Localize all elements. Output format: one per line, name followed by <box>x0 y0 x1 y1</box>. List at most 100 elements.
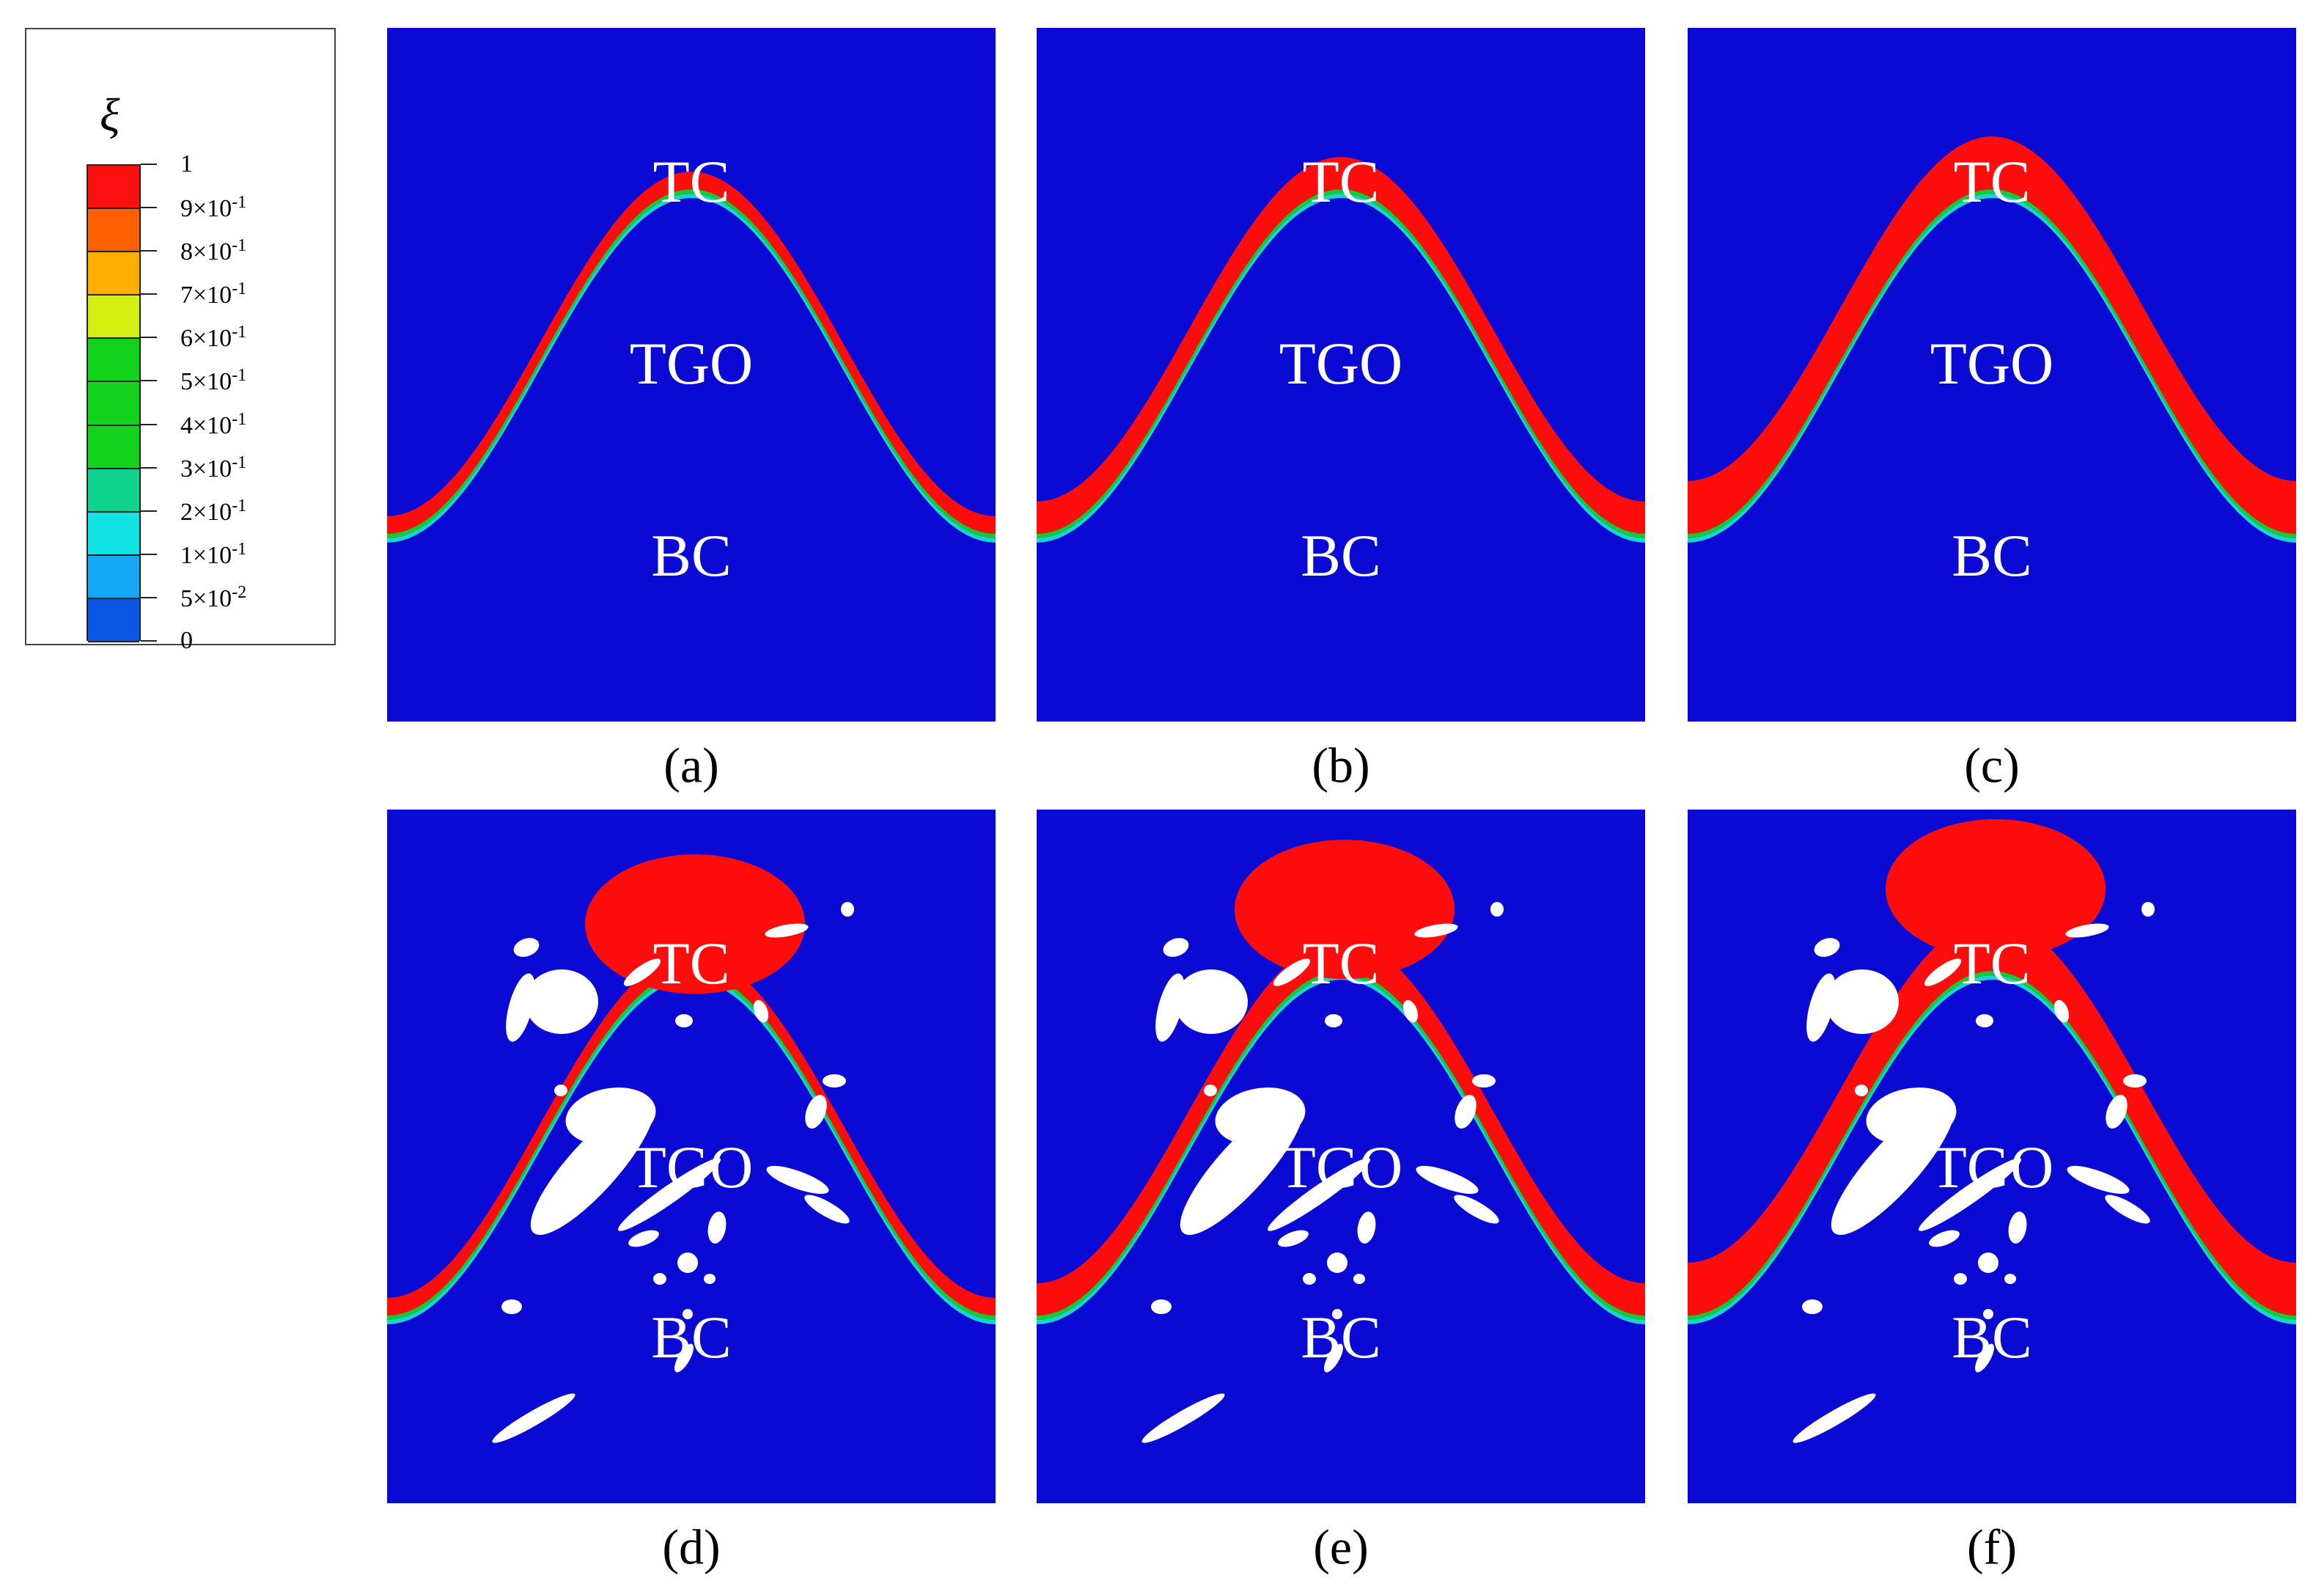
legend-tick-label: 5×10-2 <box>180 584 246 612</box>
phase-field-plot <box>387 810 996 1503</box>
crack <box>1141 1393 1225 1443</box>
crack <box>1866 1087 1957 1145</box>
legend-segment <box>88 252 139 296</box>
legend-tick-label: 3×10-1 <box>180 454 246 482</box>
crack <box>1324 1343 1343 1373</box>
crack <box>1792 1393 1876 1443</box>
crack <box>2004 1274 2016 1284</box>
legend-label-mantissa: 6×10 <box>180 325 232 353</box>
legend-tick <box>141 640 157 642</box>
crack <box>1268 1158 1370 1231</box>
legend-tick <box>141 510 157 512</box>
label-tgo: TGO <box>1279 330 1403 397</box>
legend-segment <box>88 209 139 253</box>
crack <box>1151 1299 1172 1314</box>
plot-background <box>1037 28 1645 722</box>
crack <box>2053 999 2070 1023</box>
panel-f: TC TGO BC <box>1688 810 2296 1503</box>
legend-label-exponent: -1 <box>232 496 247 516</box>
crack <box>1490 902 1504 917</box>
legend-label-mantissa: 4×10 <box>180 411 232 439</box>
legend-segment <box>88 166 139 210</box>
phase-field-plot <box>1688 810 2296 1503</box>
phase-field-plot <box>387 28 996 722</box>
interface-cyan-band <box>387 194 996 543</box>
crack <box>618 1158 721 1231</box>
tgo-layer <box>1037 157 1645 534</box>
legend-label-mantissa: 0 <box>180 627 193 654</box>
legend-color-bar <box>87 164 141 642</box>
label-tc: TC <box>1953 148 2031 215</box>
interface-cyan-band <box>1688 975 2296 1324</box>
panel-a: TC TGO BC <box>387 28 996 722</box>
crack <box>1327 1252 1347 1273</box>
interface-cyan-band <box>1688 194 2296 543</box>
legend-label-mantissa: 8×10 <box>180 238 232 266</box>
phase-field-plot <box>1037 28 1645 722</box>
interface-green-band <box>1688 971 2296 1320</box>
label-tc: TC <box>1302 148 1380 215</box>
tgo-bulge <box>585 854 805 994</box>
crack <box>683 1309 693 1319</box>
legend-tick-label: 4×10-1 <box>180 411 246 439</box>
label-bc: BC <box>1301 1304 1381 1371</box>
legend-label-exponent: -1 <box>232 539 247 559</box>
crack <box>525 969 598 1034</box>
crack <box>1303 1273 1316 1285</box>
crack <box>1454 1195 1499 1224</box>
interface-cyan-band <box>1037 194 1645 543</box>
crack <box>1215 1087 1306 1145</box>
tgo-layer <box>1037 939 1645 1316</box>
label-tc: TC <box>652 148 730 215</box>
legend-tick <box>141 250 157 252</box>
panel-e: TC TGO BC <box>1037 810 1645 1503</box>
legend-label-mantissa: 5×10 <box>180 368 232 396</box>
panel-caption: (a) <box>663 737 719 793</box>
crack <box>565 1087 656 1145</box>
legend-label-mantissa: 9×10 <box>180 195 232 223</box>
legend-tick-label: 5×10-1 <box>180 367 246 395</box>
label-tgo: TGO <box>1930 330 2054 397</box>
crack <box>1983 1309 1993 1319</box>
crack <box>1332 1309 1342 1319</box>
phase-field-plot <box>1688 28 2296 722</box>
label-tc: TC <box>652 930 730 997</box>
crack <box>2105 1195 2150 1224</box>
crack <box>677 1252 698 1273</box>
interface-cyan-band <box>1037 975 1645 1324</box>
legend-label-exponent: -1 <box>232 236 247 256</box>
crack <box>2067 1165 2130 1195</box>
crack <box>1919 1158 2021 1231</box>
crack <box>765 923 809 938</box>
plot-background <box>387 28 996 722</box>
legend-segment <box>88 339 139 383</box>
crack <box>501 1299 522 1314</box>
legend-label-mantissa: 2×10 <box>180 498 232 526</box>
legend-segment <box>88 555 139 599</box>
crack <box>1978 1252 1998 1273</box>
interface-green-band <box>1688 189 2296 538</box>
crack <box>704 1274 716 1284</box>
crack <box>623 958 661 986</box>
crack <box>1975 1343 1994 1373</box>
panel-caption: (b) <box>1312 737 1370 793</box>
crack <box>513 938 540 957</box>
legend-segment <box>88 469 139 513</box>
crack <box>2123 1074 2147 1087</box>
crack <box>1825 969 1899 1034</box>
interface-green-band <box>387 189 996 538</box>
legend-segment <box>88 598 139 642</box>
crack <box>1929 1230 1960 1247</box>
crack <box>1814 938 1840 957</box>
crack <box>1357 1211 1376 1244</box>
legend-label-mantissa: 1×10 <box>180 541 232 569</box>
panel-caption: (d) <box>662 1519 721 1575</box>
panel-caption: (e) <box>1313 1519 1369 1575</box>
legend-tick <box>141 164 157 165</box>
crack <box>628 1230 659 1247</box>
panel-b: TC TGO BC <box>1037 28 1645 722</box>
legend-label-exponent: -1 <box>232 279 247 299</box>
label-tgo: TGO <box>629 1134 754 1200</box>
panel-c: TC TGO BC <box>1688 28 2296 722</box>
